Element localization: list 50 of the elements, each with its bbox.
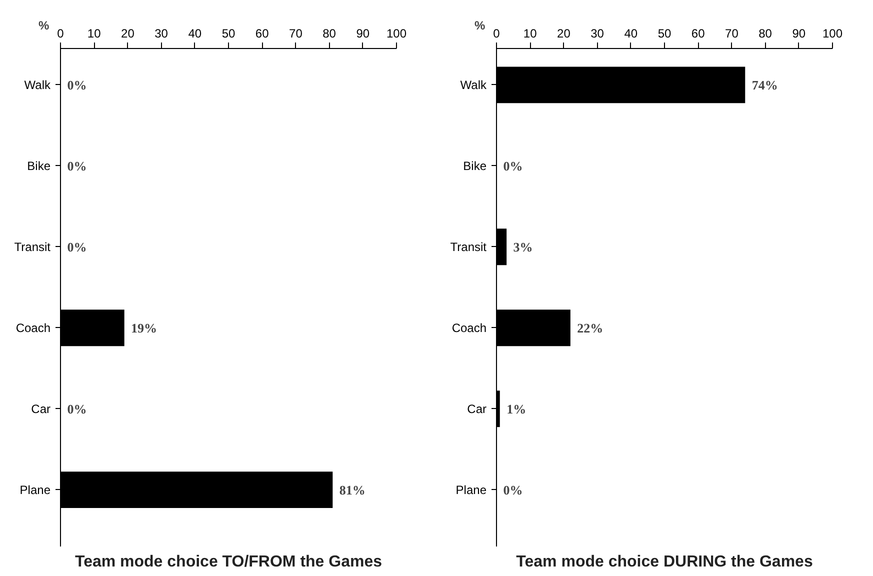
- y-tick-label: Bike: [27, 158, 51, 173]
- x-tick-label: 60: [691, 26, 706, 40]
- data-label: 1%: [506, 401, 526, 416]
- x-tick-label: 100: [386, 26, 407, 40]
- x-tick-label: 0: [493, 26, 500, 40]
- x-tick-label: 50: [658, 26, 672, 40]
- y-tick-label: Car: [31, 402, 51, 416]
- y-tick-label: Transit: [450, 240, 488, 254]
- x-tick-label: 20: [557, 26, 571, 40]
- y-tick-label: Plane: [456, 482, 487, 497]
- x-tick-label: 50: [222, 26, 236, 40]
- x-tick-label: 30: [154, 26, 168, 40]
- y-tick-label: Bike: [463, 158, 487, 173]
- x-tick-label: 80: [758, 26, 772, 40]
- x-tick-label: 30: [590, 26, 604, 40]
- text: Team mode choice DURING the Games: [516, 554, 813, 570]
- y-tick-label: Coach: [16, 320, 50, 335]
- x-tick-label: 20: [121, 26, 135, 40]
- y-tick-label: Walk: [24, 78, 52, 92]
- data-label: 0%: [67, 77, 87, 92]
- y-tick-label: Transit: [14, 240, 52, 254]
- data-label: 0%: [67, 401, 87, 416]
- data-label: 22%: [577, 320, 604, 336]
- x-tick-label: 90: [356, 26, 370, 40]
- x-tick-label: 60: [255, 26, 270, 40]
- x-tick-label: 90: [792, 26, 806, 40]
- text: Team mode choice TO/FROM the Games: [74, 554, 382, 570]
- y-tick-label: Plane: [20, 482, 51, 497]
- x-tick-label: 80: [322, 26, 336, 40]
- data-label: 0%: [67, 239, 87, 254]
- data-label: 81%: [339, 482, 366, 498]
- y-tick-label: Walk: [460, 78, 488, 92]
- x-tick-label: 0: [57, 26, 64, 40]
- y-tick-label: Coach: [452, 320, 486, 335]
- data-label: 0%: [67, 158, 87, 174]
- x-tick-label: 10: [523, 26, 538, 40]
- x-tick-label: 40: [624, 26, 638, 40]
- data-label: 74%: [752, 77, 778, 92]
- x-tick-label: 40: [188, 26, 202, 40]
- x-tick-label: 70: [289, 26, 303, 40]
- x-tick-label: 70: [725, 26, 739, 40]
- data-label: 0%: [503, 482, 523, 498]
- y-tick-label: Car: [467, 402, 487, 416]
- x-tick-label: 10: [87, 26, 102, 40]
- data-label: 3%: [513, 239, 533, 254]
- x-axis-title: %: [474, 18, 486, 32]
- data-label: 0%: [503, 158, 523, 174]
- data-label: 19%: [131, 320, 158, 336]
- x-axis-title: %: [38, 18, 50, 32]
- x-tick-label: 100: [822, 26, 843, 40]
